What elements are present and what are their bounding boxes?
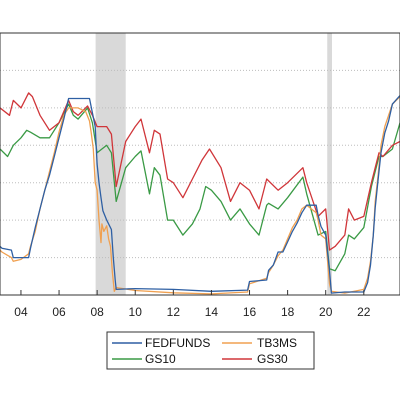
legend-label-gs10: GS10	[145, 352, 176, 366]
x-tick-label: 16	[243, 305, 257, 319]
recession-band	[327, 33, 332, 295]
x-tick-label: 04	[14, 305, 28, 319]
x-tick-label: 18	[281, 305, 295, 319]
recession-shading	[95, 33, 332, 295]
legend-label-tb3ms: TB3MS	[257, 336, 297, 350]
x-tick-label: 06	[52, 305, 66, 319]
legend-box	[106, 331, 315, 370]
x-tick-label: 14	[205, 305, 219, 319]
legend-label-fedfunds: FEDFUNDS	[145, 336, 210, 350]
plot-frame	[0, 32, 400, 296]
series-line-gs30	[0, 92, 400, 251]
x-tick-label: 08	[90, 305, 104, 319]
x-tick-label: 20	[319, 305, 333, 319]
series-lines	[0, 92, 400, 295]
x-tick-label: 12	[167, 305, 181, 319]
series-line-fedfunds	[0, 95, 400, 294]
legend: FEDFUNDS TB3MS GS10 GS30	[106, 331, 315, 370]
series-line-gs10	[0, 103, 400, 272]
x-axis-ticks: 04 06 08 10 12 14 16 18 20 22	[14, 290, 371, 319]
series-line-tb3ms	[0, 96, 400, 295]
x-tick-label: 10	[129, 305, 143, 319]
x-tick-label: 22	[357, 305, 371, 319]
legend-label-gs30: GS30	[257, 352, 288, 366]
